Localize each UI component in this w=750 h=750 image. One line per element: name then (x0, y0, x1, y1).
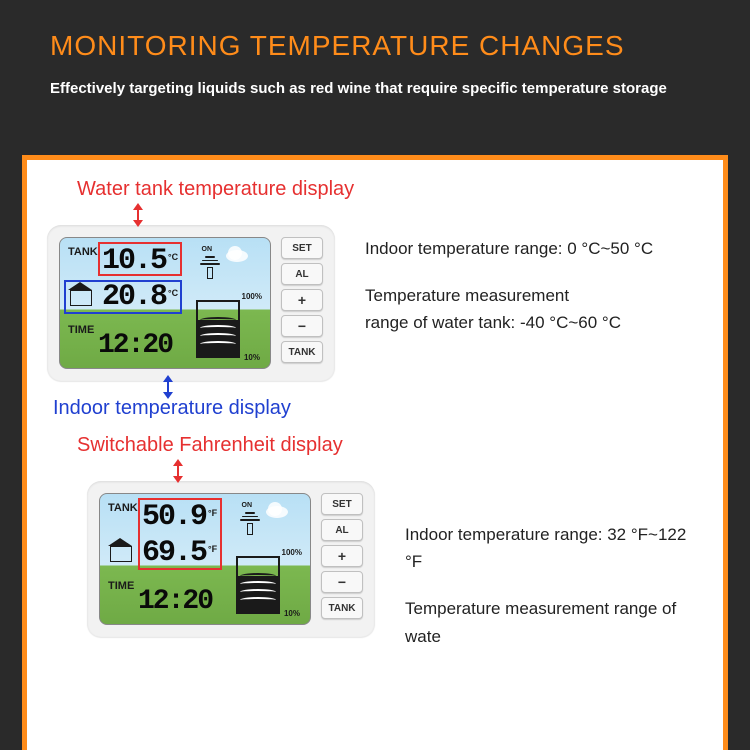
indoor-value-2: 69.5 (142, 536, 206, 570)
minus-button[interactable]: − (281, 315, 323, 337)
button-column-2: SET AL + − TANK (321, 493, 363, 625)
callout-tank-temp: Water tank temperature display (77, 178, 703, 201)
page-subtitle: Effectively targeting liquids such as re… (50, 80, 700, 97)
indoor-unit: °C (168, 288, 178, 298)
page-title: MONITORING TEMPERATURE CHANGES (50, 30, 700, 62)
house-icon-2 (110, 546, 132, 562)
notes-celsius: Indoor temperature range: 0 °C~50 °C Tem… (365, 225, 703, 357)
lcd-screen-2: TANK 50.9 °F 69.5 °F TIME 12:20 ON (99, 493, 311, 625)
indoor-value: 20.8 (102, 280, 166, 314)
pct-100-2: 100% (282, 548, 302, 557)
tank-level-box (196, 300, 240, 358)
sensor-on: ON (202, 246, 213, 253)
tank-level-box-2 (236, 556, 280, 614)
tank-button-2[interactable]: TANK (321, 597, 363, 619)
al-button-2[interactable]: AL (321, 519, 363, 541)
set-button[interactable]: SET (281, 237, 323, 259)
sensor-on-2: ON (242, 502, 253, 509)
tank-highlight-box (98, 242, 182, 276)
plus-button[interactable]: + (281, 289, 323, 311)
row-celsius: TANK 10.5 °C 20.8 °C TIME 12:20 ON (47, 225, 703, 381)
time-value: 12:20 (98, 330, 172, 361)
device-celsius: TANK 10.5 °C 20.8 °C TIME 12:20 ON (47, 225, 335, 381)
tank-label: TANK (68, 246, 98, 258)
note-indoor-range-c: Indoor temperature range: 0 °C~50 °C (365, 235, 703, 262)
pct-100: 100% (242, 292, 262, 301)
indoor-unit-2: °F (208, 544, 217, 554)
note-tank-range-c: Temperature measurement range of water t… (365, 282, 703, 336)
notes-fahrenheit: Indoor temperature range: 32 °F~122 °F T… (405, 481, 703, 670)
time-value-2: 12:20 (138, 586, 212, 617)
al-button[interactable]: AL (281, 263, 323, 285)
time-label-2: TIME (108, 580, 134, 592)
pct-10: 10% (244, 353, 260, 362)
sensor-icon (200, 256, 220, 279)
tank-label-2: TANK (108, 502, 138, 514)
tank-button[interactable]: TANK (281, 341, 323, 363)
button-column-1: SET AL + − TANK (281, 237, 323, 369)
plus-button-2[interactable]: + (321, 545, 363, 567)
callout-fahrenheit: Switchable Fahrenheit display (77, 434, 703, 457)
pct-10-2: 10% (284, 609, 300, 618)
sensor-icon-2 (240, 512, 260, 535)
set-button-2[interactable]: SET (321, 493, 363, 515)
note-indoor-range-f: Indoor temperature range: 32 °F~122 °F (405, 521, 703, 575)
time-label: TIME (68, 324, 94, 336)
device-fahrenheit: TANK 50.9 °F 69.5 °F TIME 12:20 ON (87, 481, 375, 637)
lcd-screen-1: TANK 10.5 °C 20.8 °C TIME 12:20 ON (59, 237, 271, 369)
callout-indoor-temp: Indoor temperature display (53, 397, 703, 420)
note-tank-range-f: Temperature measurement range of wate (405, 595, 703, 649)
house-icon (70, 290, 92, 306)
content-panel: Water tank temperature display TANK 10.5… (22, 155, 728, 750)
minus-button-2[interactable]: − (321, 571, 363, 593)
row-fahrenheit: TANK 50.9 °F 69.5 °F TIME 12:20 ON (87, 481, 703, 670)
